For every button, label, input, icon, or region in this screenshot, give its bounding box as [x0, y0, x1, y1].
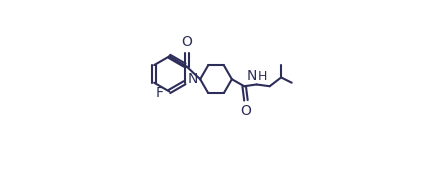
Text: O: O	[181, 35, 193, 49]
Text: H: H	[258, 70, 267, 83]
Text: N: N	[187, 72, 198, 86]
Text: F: F	[156, 86, 164, 100]
Text: O: O	[241, 104, 251, 118]
Text: N: N	[246, 69, 257, 83]
